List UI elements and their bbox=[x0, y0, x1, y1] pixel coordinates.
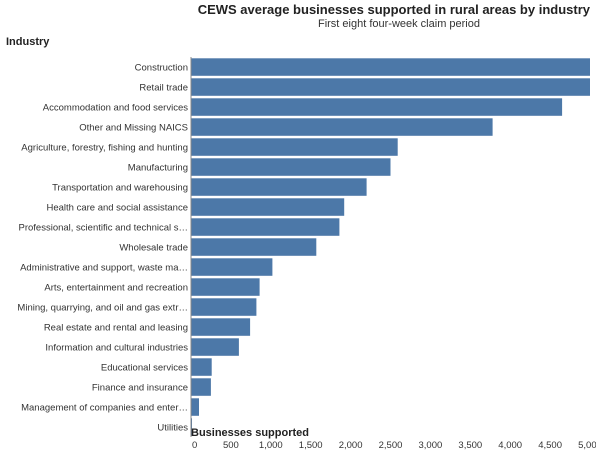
bar-health-care-and-social-assistance bbox=[191, 198, 345, 216]
category-label: Other and Missing NAICS bbox=[79, 123, 188, 134]
bar-real-estate-and-rental-and-leasing bbox=[191, 318, 251, 336]
category-label: Health care and social assistance bbox=[46, 203, 188, 214]
chart-title: CEWS average businesses supported in rur… bbox=[197, 2, 590, 17]
category-label: Administrative and support, waste ma… bbox=[20, 263, 188, 274]
bar-administrative-and-support-waste-ma bbox=[191, 258, 273, 276]
x-tick-label: 0 bbox=[192, 440, 197, 451]
x-tick-label: 3,500 bbox=[458, 440, 482, 451]
bar-educational-services bbox=[191, 358, 212, 376]
category-label: Retail trade bbox=[139, 83, 188, 94]
category-label: Construction bbox=[135, 63, 188, 74]
bar-mining-quarrying-and-oil-and-gas-extr bbox=[191, 298, 257, 316]
category-label: Real estate and rental and leasing bbox=[44, 323, 188, 334]
bar-retail-trade bbox=[191, 78, 590, 96]
bar-accommodation-and-food-services bbox=[191, 98, 563, 116]
category-label: Information and cultural industries bbox=[45, 343, 188, 354]
bar-transportation-and-warehousing bbox=[191, 178, 367, 196]
x-tick-label: 2,500 bbox=[379, 440, 403, 451]
bar-management-of-companies-and-enter bbox=[191, 398, 199, 416]
category-label: Transportation and warehousing bbox=[52, 183, 188, 194]
x-tick-label: 2,000 bbox=[339, 440, 363, 451]
category-label: Management of companies and enter… bbox=[21, 403, 188, 414]
category-label: Finance and insurance bbox=[92, 383, 188, 394]
x-tick-label: 1,500 bbox=[299, 440, 323, 451]
x-tick-label: 500 bbox=[223, 440, 239, 451]
category-label: Agriculture, forestry, fishing and hunti… bbox=[21, 143, 188, 154]
x-tick-label: 5,000 bbox=[578, 440, 596, 451]
category-label: Mining, quarrying, and oil and gas extr… bbox=[17, 303, 188, 314]
x-tick-label: 3,000 bbox=[419, 440, 443, 451]
x-tick-label: 4,500 bbox=[538, 440, 562, 451]
x-axis: 0 500 1,000 1,500 2,000 2,500 3,000 3,500 4,000 4… bbox=[190, 57, 596, 451]
bar-other-and-missing-naics bbox=[191, 118, 493, 136]
bar-information-and-cultural-industries bbox=[191, 338, 239, 356]
category-label: Manufacturing bbox=[128, 163, 188, 174]
category-label: Accommodation and food services bbox=[43, 103, 188, 114]
x-axis-title: Businesses supported bbox=[191, 427, 309, 439]
bar-manufacturing bbox=[191, 158, 391, 176]
category-labels-group: Construction Retail trade Accommodation an… bbox=[17, 63, 188, 434]
category-label: Professional, scientific and technical s… bbox=[19, 223, 189, 234]
category-label: Arts, entertainment and recreation bbox=[44, 283, 188, 294]
bar-agriculture-forestry-fishing-and-hunting bbox=[191, 138, 398, 156]
bar-professional-scientific-and-technical-s bbox=[191, 218, 340, 236]
bar-wholesale-trade bbox=[191, 238, 317, 256]
chart-subtitle: First eight four-week claim period bbox=[317, 18, 480, 30]
bars-group bbox=[191, 58, 590, 436]
bar-arts-entertainment-and-recreation bbox=[191, 278, 260, 296]
bar-construction bbox=[191, 58, 590, 76]
category-label: Educational services bbox=[101, 363, 188, 374]
category-label: Utilities bbox=[157, 423, 188, 434]
y-axis-title: Industry bbox=[6, 36, 50, 48]
x-tick-label: 4,000 bbox=[498, 440, 522, 451]
x-tick-label: 1,000 bbox=[259, 440, 283, 451]
bar-finance-and-insurance bbox=[191, 378, 211, 396]
category-label: Wholesale trade bbox=[119, 243, 188, 254]
